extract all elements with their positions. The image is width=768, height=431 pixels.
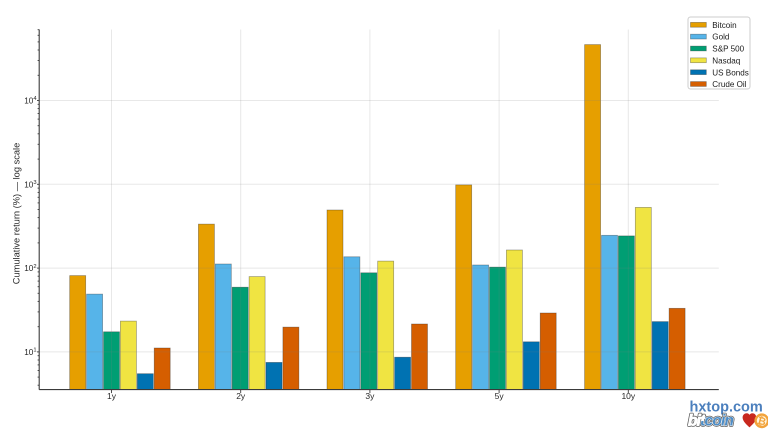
svg-text:Bitcoin: Bitcoin [712,21,736,30]
svg-text:2y: 2y [236,391,246,401]
svg-text:Gold: Gold [712,33,729,42]
svg-text:Cumulative return (%) — log sc: Cumulative return (%) — log scale [11,143,21,285]
svg-text:5y: 5y [495,391,505,401]
svg-text:1y: 1y [107,391,117,401]
svg-text:103: 103 [24,180,36,189]
svg-text:₿: ₿ [756,415,768,429]
svg-text:3y: 3y [365,391,375,401]
svg-text:bitcoin: bitcoin [688,413,734,430]
svg-text:bitcoin: bitcoin [688,413,734,430]
svg-text:Nasdaq: Nasdaq [712,56,740,65]
svg-text:S&P 500: S&P 500 [712,45,744,54]
svg-text:US Bonds: US Bonds [712,68,748,77]
svg-text:102: 102 [24,264,36,273]
svg-text:101: 101 [24,348,36,357]
svg-text:hxtop.com: hxtop.com [690,400,763,416]
svg-text:bitcoin: bitcoin [688,413,734,430]
svg-text:10y: 10y [621,391,635,401]
svg-text:104: 104 [24,96,37,105]
svg-text:Crude Oil: Crude Oil [712,80,746,89]
